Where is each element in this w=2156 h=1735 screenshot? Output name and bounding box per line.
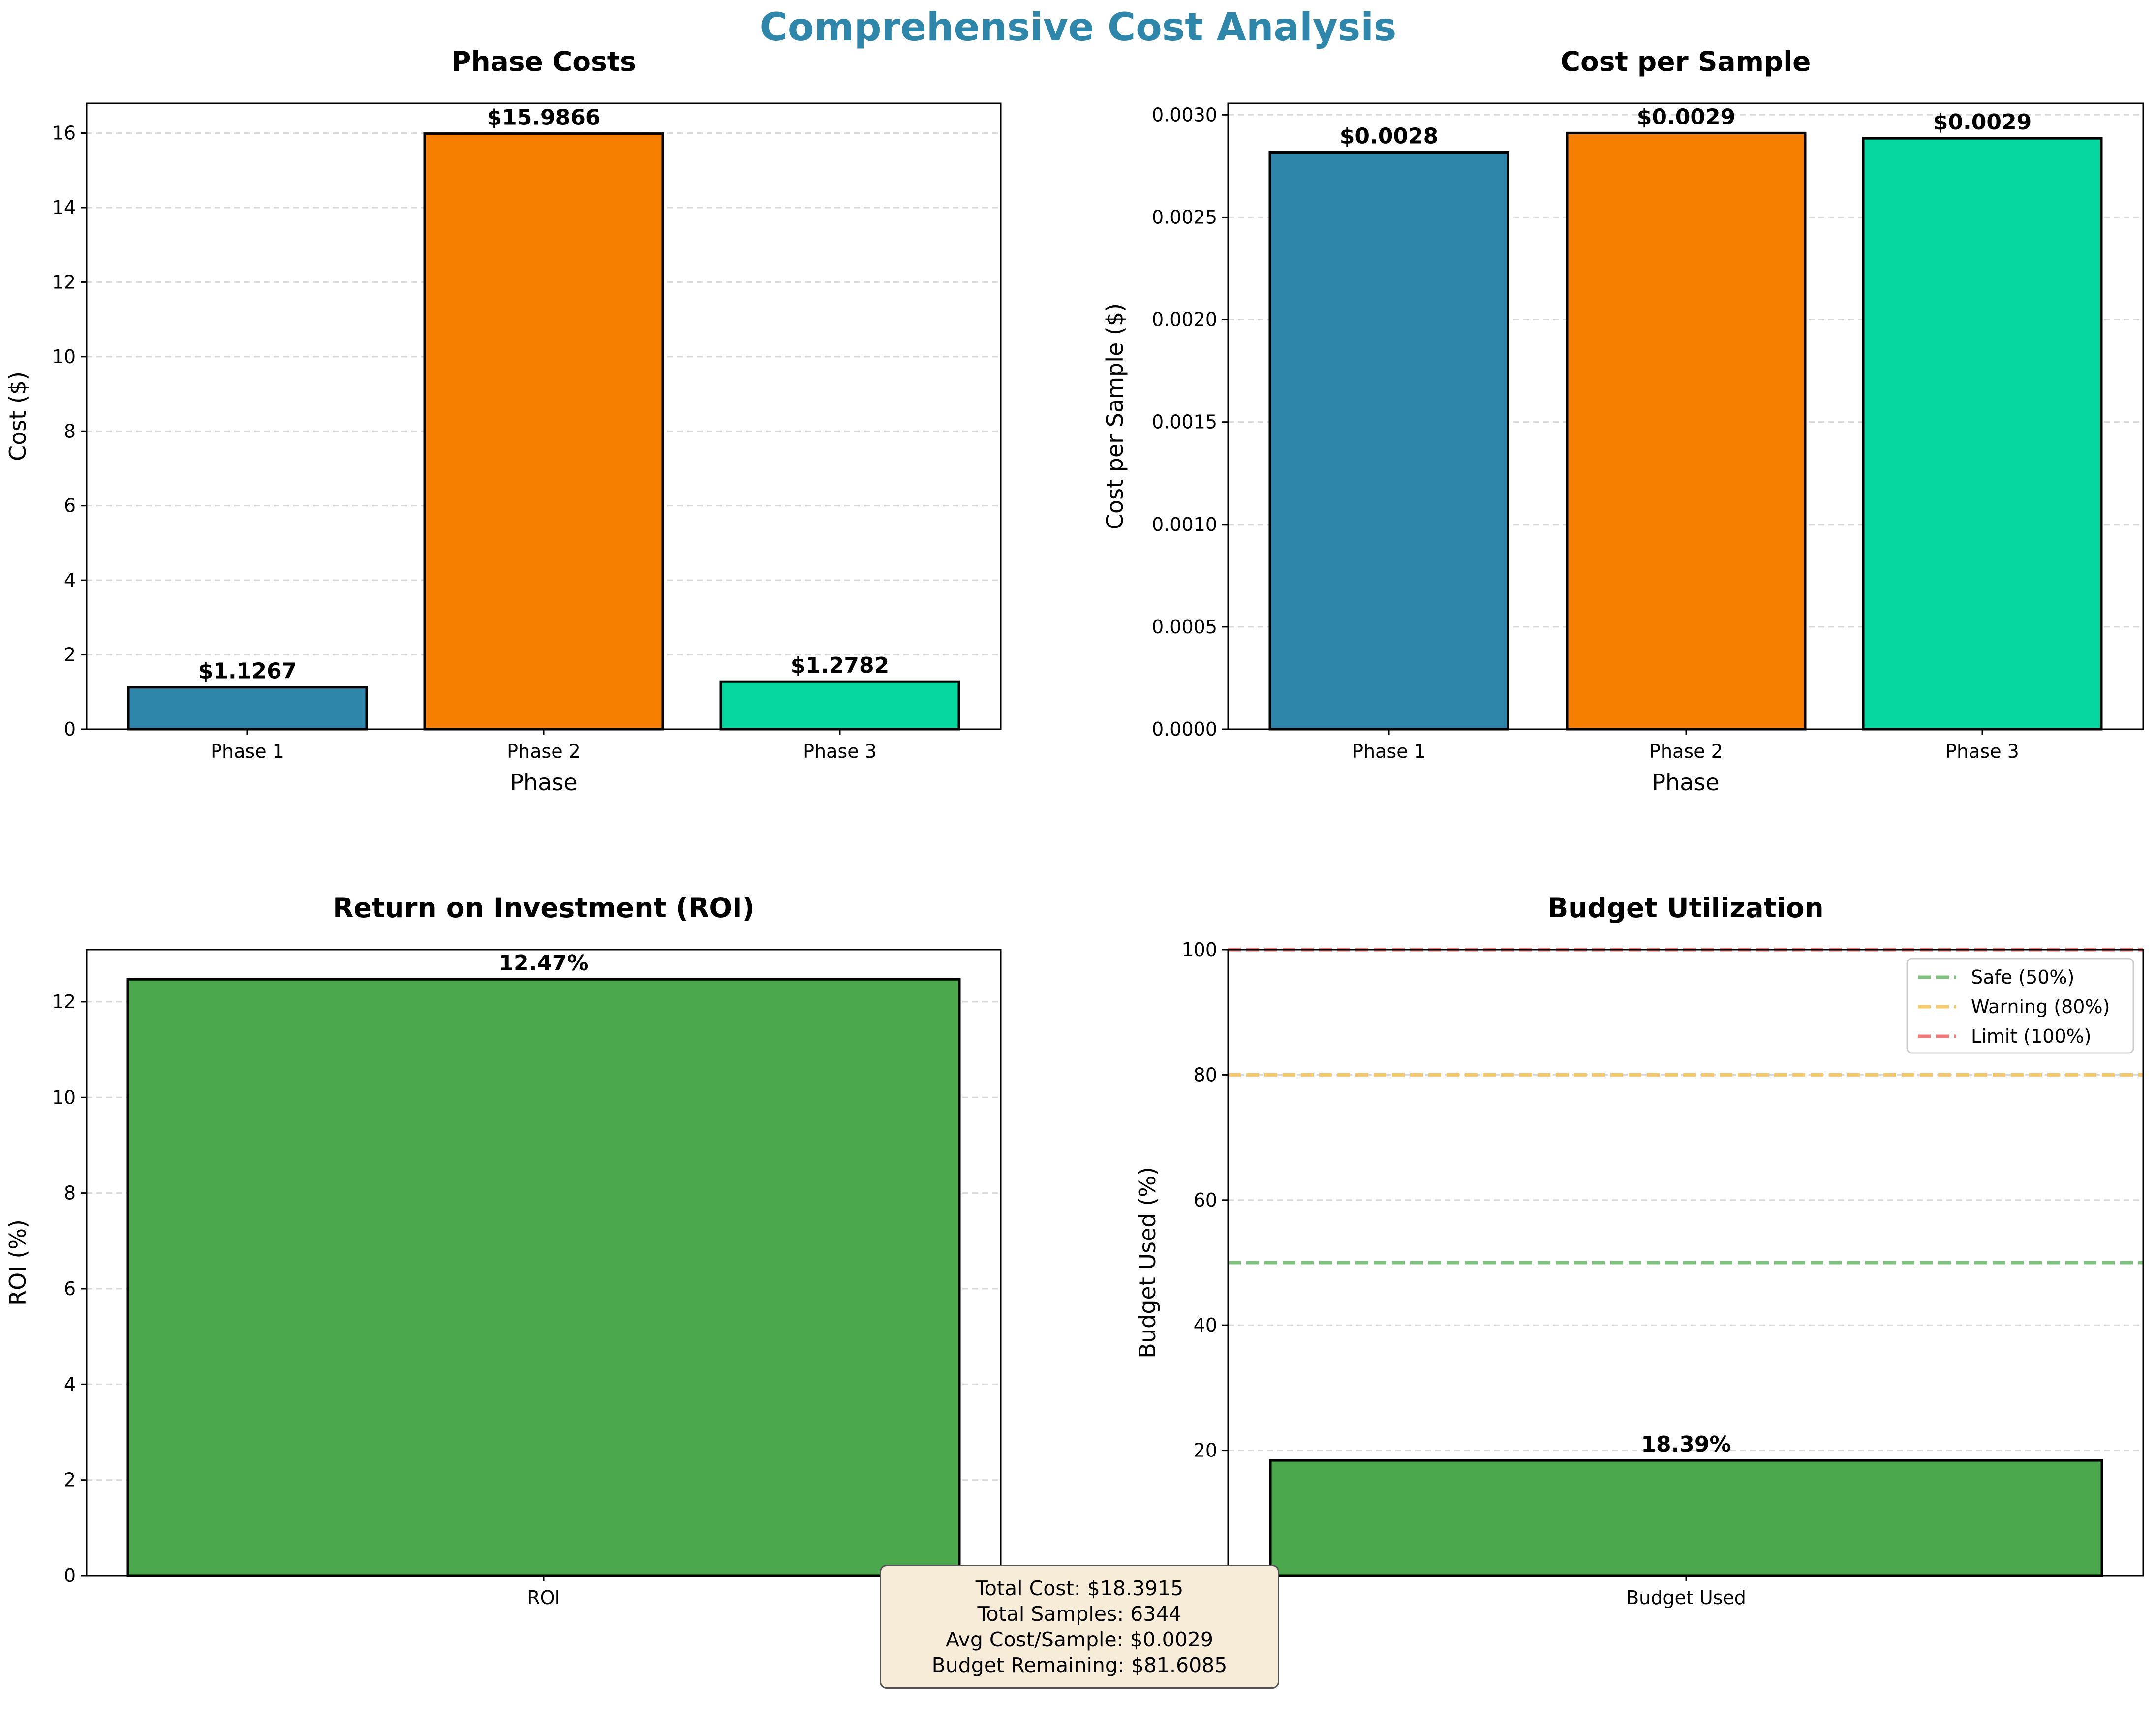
y-tick-label: 16 (52, 123, 76, 144)
bar-value-label: $0.0029 (1933, 110, 2032, 135)
y-tick-label: 6 (64, 1278, 76, 1300)
y-tick-label: 100 (1181, 939, 1217, 960)
y-tick-label: 40 (1194, 1314, 1217, 1336)
bar (1269, 1459, 2103, 1577)
y-tick-label: 0.0015 (1152, 411, 1217, 433)
bar (127, 686, 368, 731)
y-tick-label: 2 (64, 1469, 76, 1491)
bar-value-label: $0.0028 (1340, 124, 1438, 149)
x-tick-label: Phase 3 (803, 741, 877, 762)
plot-frame (86, 949, 1002, 1577)
x-tick-label: Phase 1 (211, 741, 284, 762)
summary-total-samples: Total Samples: 6344 (977, 1602, 1182, 1626)
chart-panel-1: $1.1267 Phase 1 $15.9866 Phase 2 $1.2782 Phas… (4, 46, 1002, 796)
y-tick-label: 0.0010 (1152, 514, 1217, 535)
figure-title: Comprehensive Cost Analysis (760, 5, 1397, 50)
x-tick-label: Budget Used (1626, 1587, 1746, 1609)
y-tick-label: 2 (64, 644, 76, 666)
bar (423, 132, 664, 731)
y-tick-label: 0.0030 (1152, 104, 1217, 125)
summary-budget-remaining: Budget Remaining: $81.6085 (931, 1653, 1228, 1677)
x-axis-label: Phase (1652, 769, 1719, 796)
y-tick-label: 12 (52, 271, 76, 293)
y-tick-label: 0.0025 (1152, 206, 1217, 228)
y-tick-label: 10 (52, 1086, 76, 1108)
y-axis-label: Cost ($) (4, 372, 31, 461)
y-axis-label: ROI (%) (4, 1219, 31, 1306)
x-tick-label: Phase 1 (1352, 741, 1426, 762)
bar (1268, 151, 1509, 731)
chart-panels: $1.1267 Phase 1 $15.9866 Phase 2 $1.2782 Phas… (4, 46, 2144, 1609)
y-axis-label: Cost per Sample ($) (1102, 303, 1128, 529)
legend-entry: Limit (100%) (1971, 1025, 2092, 1047)
y-tick-label: 4 (64, 1373, 76, 1395)
x-tick-label: ROI (527, 1587, 560, 1609)
y-tick-label: 12 (52, 991, 76, 1013)
bar-value-label: 12.47% (498, 951, 588, 976)
y-tick-label: 0.0000 (1152, 718, 1217, 740)
chart-title: Phase Costs (451, 46, 636, 77)
y-tick-label: 8 (64, 1182, 76, 1204)
bar-value-label: 18.39% (1641, 1432, 1731, 1457)
plot-frame (86, 102, 1002, 730)
plot-frame (1227, 949, 2144, 1577)
summary-total-cost: Total Cost: $18.3915 (975, 1577, 1184, 1600)
bar (719, 680, 960, 731)
x-tick-label: Phase 3 (1945, 741, 2019, 762)
bar (126, 978, 961, 1577)
y-tick-label: 0 (64, 718, 76, 740)
x-axis-label: Phase (510, 769, 577, 796)
y-tick-label: 20 (1194, 1440, 1217, 1461)
y-tick-label: 0 (64, 1565, 76, 1586)
x-tick-label: Phase 2 (1649, 741, 1723, 762)
y-tick-label: 14 (52, 197, 76, 218)
y-axis-label: Budget Used (%) (1134, 1167, 1161, 1358)
chart-panel-2: $0.0028 Phase 1 $0.0029 Phase 2 $0.0029 Phase… (1102, 46, 2144, 796)
chart-panel-4: 18.39%Budget Used020406080100Budget Util… (1134, 892, 2144, 1609)
bar-value-label: $15.9866 (487, 105, 600, 130)
y-tick-label: 6 (64, 495, 76, 517)
bar (1862, 137, 2103, 731)
legend-box (1906, 958, 2134, 1054)
summary-avg-cost: Avg Cost/Sample: $0.0029 (945, 1628, 1214, 1651)
x-tick-label: Phase 2 (507, 741, 581, 762)
legend-entry: Safe (50%) (1971, 966, 2074, 988)
y-tick-label: 0.0005 (1152, 616, 1217, 638)
bar-value-label: $0.0029 (1637, 104, 1735, 129)
y-tick-label: 80 (1194, 1064, 1217, 1085)
bar-value-label: $1.1267 (198, 659, 297, 684)
chart-title: Budget Utilization (1547, 892, 1823, 924)
y-tick-label: 4 (64, 569, 76, 591)
y-tick-label: 60 (1194, 1189, 1217, 1211)
legend-entry: Warning (80%) (1971, 996, 2110, 1018)
chart-panel-3: 12.47% ROI 0 2 4 6 8 10 12 Return on Investment (… (4, 892, 1002, 1609)
y-tick-label: 0.0020 (1152, 309, 1217, 331)
bar (1566, 131, 1807, 731)
bar-value-label: $1.2782 (791, 653, 889, 678)
y-tick-label: 10 (52, 346, 76, 368)
y-tick-label: 8 (64, 420, 76, 442)
chart-title: Cost per Sample (1561, 46, 1811, 77)
plot-frame (1227, 102, 2144, 730)
chart-title: Return on Investment (ROI) (333, 892, 754, 924)
summary-box: Total Cost: $18.3915 Total Samples: 6344… (880, 1565, 1279, 1689)
